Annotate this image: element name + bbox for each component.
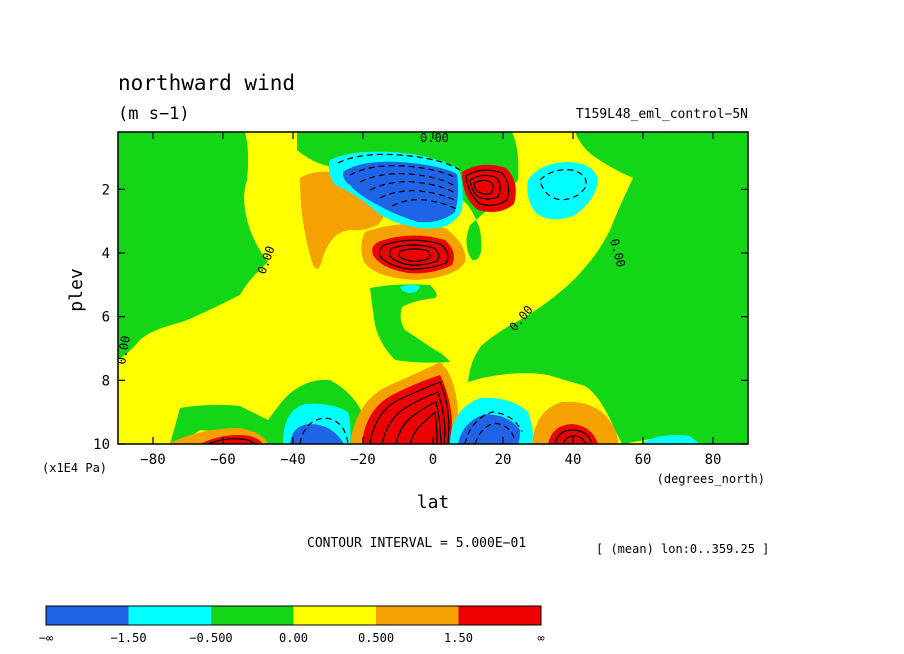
y-axis: 2 4 6 8 10: [93, 182, 748, 453]
subset-info: [ (mean) lon:0..359.25 ]: [596, 542, 769, 556]
colorbar-label: −∞: [39, 631, 53, 645]
colorbar-label: 0.00: [279, 631, 308, 645]
region-red-lower-east: [548, 424, 598, 444]
x-tick-label: −20: [350, 452, 375, 468]
contour-lines: [207, 169, 593, 444]
x-tick-label: 20: [495, 452, 512, 468]
region-blue-lower-east: [458, 414, 520, 444]
region-red-mid: [372, 235, 454, 274]
y-tick-label: 10: [93, 437, 110, 453]
x-tick-label: −40: [280, 452, 305, 468]
region-cyan-east: [527, 162, 598, 220]
colorbar-label: ∞: [537, 631, 544, 645]
colorbar-label: −1.50: [110, 631, 146, 645]
y-tick-label: 6: [102, 310, 110, 326]
y-axis-units: (x1E4 Pa): [42, 461, 107, 475]
y-axis-label: plev: [66, 268, 87, 311]
colorbar-swatch: [128, 606, 211, 625]
colorbar-label: 0.500: [358, 631, 394, 645]
region-cyan-small: [400, 284, 420, 293]
y-tick-label: 2: [102, 182, 110, 198]
x-tick-label: −80: [140, 452, 165, 468]
chart-units: (m s−1): [118, 104, 190, 124]
x-tick-label: 80: [705, 452, 722, 468]
x-axis: −80 −60 −40 −20 0 20 40 60 80: [140, 132, 721, 468]
colorbar-swatch: [376, 606, 459, 625]
x-tick-label: −60: [210, 452, 235, 468]
colorbar-swatch: [211, 606, 294, 625]
negative-contours: [299, 153, 587, 444]
region-green-east: [468, 132, 748, 444]
colorbar-swatch: [458, 606, 541, 625]
colorbar-frame: [45, 605, 542, 626]
x-tick-label: 0: [429, 452, 437, 468]
zero-label: 0.00: [420, 131, 449, 145]
region-red-lower-center: [362, 375, 452, 444]
colorbar-swatch: [46, 606, 129, 625]
colorbar-label: −0.500: [189, 631, 232, 645]
dataset-label: T159L48_eml_control−5N: [576, 107, 748, 122]
region-cyan-bottom-right: [640, 435, 700, 444]
x-axis-units: (degrees_north): [657, 472, 765, 486]
contour-interval: CONTOUR INTERVAL = 5.000E−01: [307, 536, 526, 551]
x-tick-label: 40: [565, 452, 582, 468]
contour-field: 0.00 0.00 0.00 0.00 0.00: [114, 131, 748, 444]
colorbar: −∞ −1.50 −0.500 0.00 0.500 1.50 ∞: [39, 605, 545, 645]
x-axis-label: lat: [417, 492, 450, 513]
y-tick-label: 8: [102, 373, 110, 389]
region-green-mid: [370, 284, 450, 363]
y-tick-label: 4: [102, 246, 110, 262]
colorbar-swatch: [293, 606, 376, 625]
region-blue-lower-west: [290, 424, 344, 444]
colorbar-label: 1.50: [444, 631, 473, 645]
region-green-west: [118, 132, 268, 360]
chart-title: northward wind: [118, 71, 295, 95]
x-tick-label: 60: [635, 452, 652, 468]
zero-label: 0.00: [114, 335, 133, 366]
